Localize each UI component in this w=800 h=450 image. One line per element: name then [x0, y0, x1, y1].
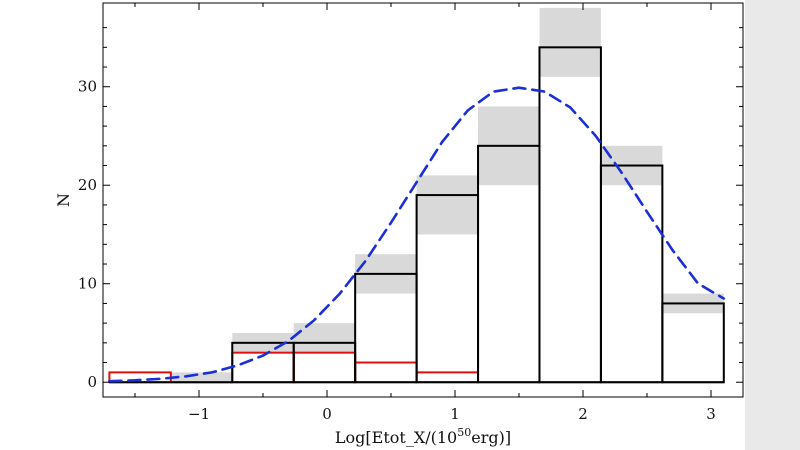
x-axis-label: Log[Etot_X/(1050erg)]: [335, 426, 511, 447]
plot-frame: [102, 2, 744, 398]
fit-curve-layer: [108, 86, 726, 383]
x-tick-labels: −1 0 1 2 3: [188, 405, 716, 423]
error-band-1: [170, 372, 233, 383]
right-gray-margin: [745, 0, 800, 450]
x-tick-label-4: 3: [706, 405, 716, 423]
gaussian-fit-curve: [108, 86, 726, 383]
x-tick-label-3: 2: [578, 405, 588, 423]
error-band-5: [416, 175, 479, 235]
total-series: [109, 46, 725, 384]
y-tick-labels: 0 10 20 30: [78, 78, 97, 392]
y-tick-label-0: 0: [87, 373, 97, 391]
y-tick-label-1: 10: [78, 275, 97, 293]
total-bar-8: [599, 164, 664, 384]
error-band-3: [293, 323, 356, 353]
y-tick-label-3: 30: [78, 78, 97, 96]
error-band-7: [539, 7, 601, 77]
axis-ticks: [103, 3, 743, 397]
x-tick-label-1: 0: [322, 405, 332, 423]
total-bar-9: [661, 302, 725, 384]
y-tick-label-2: 20: [78, 176, 97, 194]
y-axis-label: N: [54, 193, 73, 207]
x-tick-label-0: −1: [188, 405, 210, 423]
x-tick-label-2: 1: [450, 405, 460, 423]
